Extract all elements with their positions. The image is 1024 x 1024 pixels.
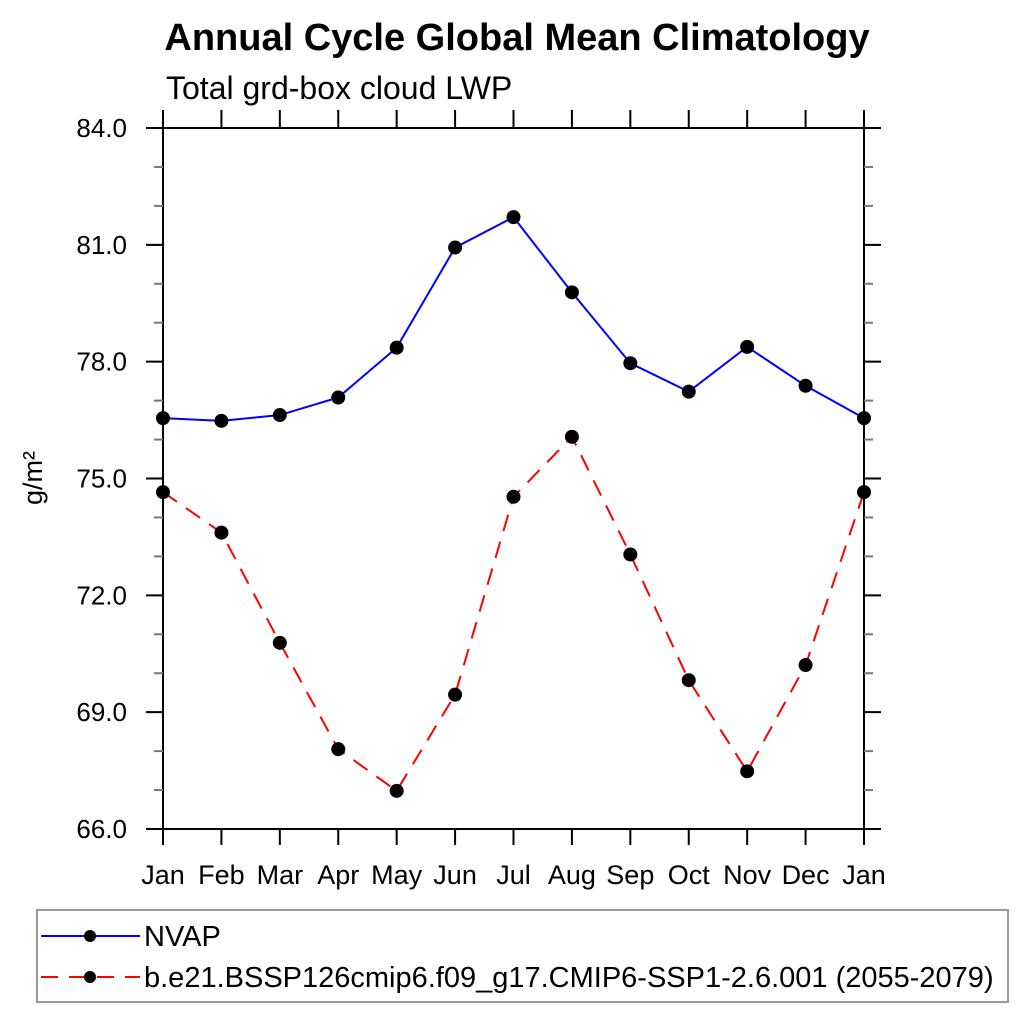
data-point-marker [681,673,696,688]
axis-ticks [146,110,881,845]
y-tick-label: 75.0 [76,464,127,494]
legend-label: NVAP [144,921,221,953]
legend: NVAP b.e21.BSSP126cmip6.f09_g17.CMIP6-SSP… [36,909,1009,1003]
y-tick-label: 84.0 [76,113,127,143]
legend-label: b.e21.BSSP126cmip6.f09_g17.CMIP6-SSP1-2.… [144,962,994,994]
legend-box [36,909,1009,1003]
data-point-marker [272,635,287,650]
x-tick-label: Jan [141,860,185,890]
data-point-marker [214,413,229,428]
data-point-marker [798,658,813,673]
chart-title: Annual Cycle Global Mean Climatology [164,17,869,59]
x-tick-label: Oct [668,860,711,890]
series-line-solid [162,215,865,422]
data-point-marker [564,429,579,444]
data-point-marker [506,210,521,225]
data-point-marker [740,339,755,354]
data-point-marker [564,285,579,300]
y-tick-label: 72.0 [76,580,127,610]
data-point-marker [448,240,463,255]
y-axis-label: g/m² [18,451,48,505]
data-point-marker [156,485,170,500]
x-tick-label: Jul [496,860,531,890]
data-point-marker [448,687,463,702]
plot-axes [162,127,865,830]
data-point-marker [389,783,404,798]
data-point-marker [740,764,755,779]
data-point-marker [331,390,346,405]
y-tick-label: 81.0 [76,230,127,260]
data-point-marker [681,384,696,399]
x-tick-label: Jan [842,860,886,890]
x-tick-label: Feb [198,860,245,890]
data-point-marker [214,525,229,540]
x-tick-label: May [371,860,423,890]
x-tick-label: Dec [782,860,830,890]
axis-tick-labels: 66.0 69.0 72.0 75.0 78.0 81.0 84.0 Jan Feb Mar Apr… [76,113,885,890]
data-point-marker [798,378,813,393]
data-point-marker [389,340,404,355]
legend-marker [84,971,96,983]
x-tick-label: Nov [723,860,772,890]
data-point-marker [857,485,871,500]
x-tick-label: Aug [548,860,596,890]
chart-subtitle: Total grd-box cloud LWP [166,70,512,106]
y-tick-label: 78.0 [76,347,127,377]
x-tick-label: Apr [317,860,359,890]
y-tick-label: 66.0 [76,814,127,844]
data-point-marker [156,411,170,426]
data-point-marker [857,411,871,426]
data-point-marker [331,742,346,757]
data-point-marker [506,489,521,504]
legend-item: b.e21.BSSP126cmip6.f09_g17.CMIP6-SSP1-2.… [41,962,994,994]
x-tick-label: Sep [606,860,654,890]
legend-marker [84,930,96,942]
x-tick-label: Mar [257,860,304,890]
legend-item: NVAP [41,921,221,953]
data-point-marker [272,408,287,423]
x-tick-label: Jun [433,860,477,890]
data-point-marker [623,356,638,371]
data-series [156,210,871,798]
y-tick-label: 69.0 [76,697,127,727]
data-point-marker [623,547,638,562]
